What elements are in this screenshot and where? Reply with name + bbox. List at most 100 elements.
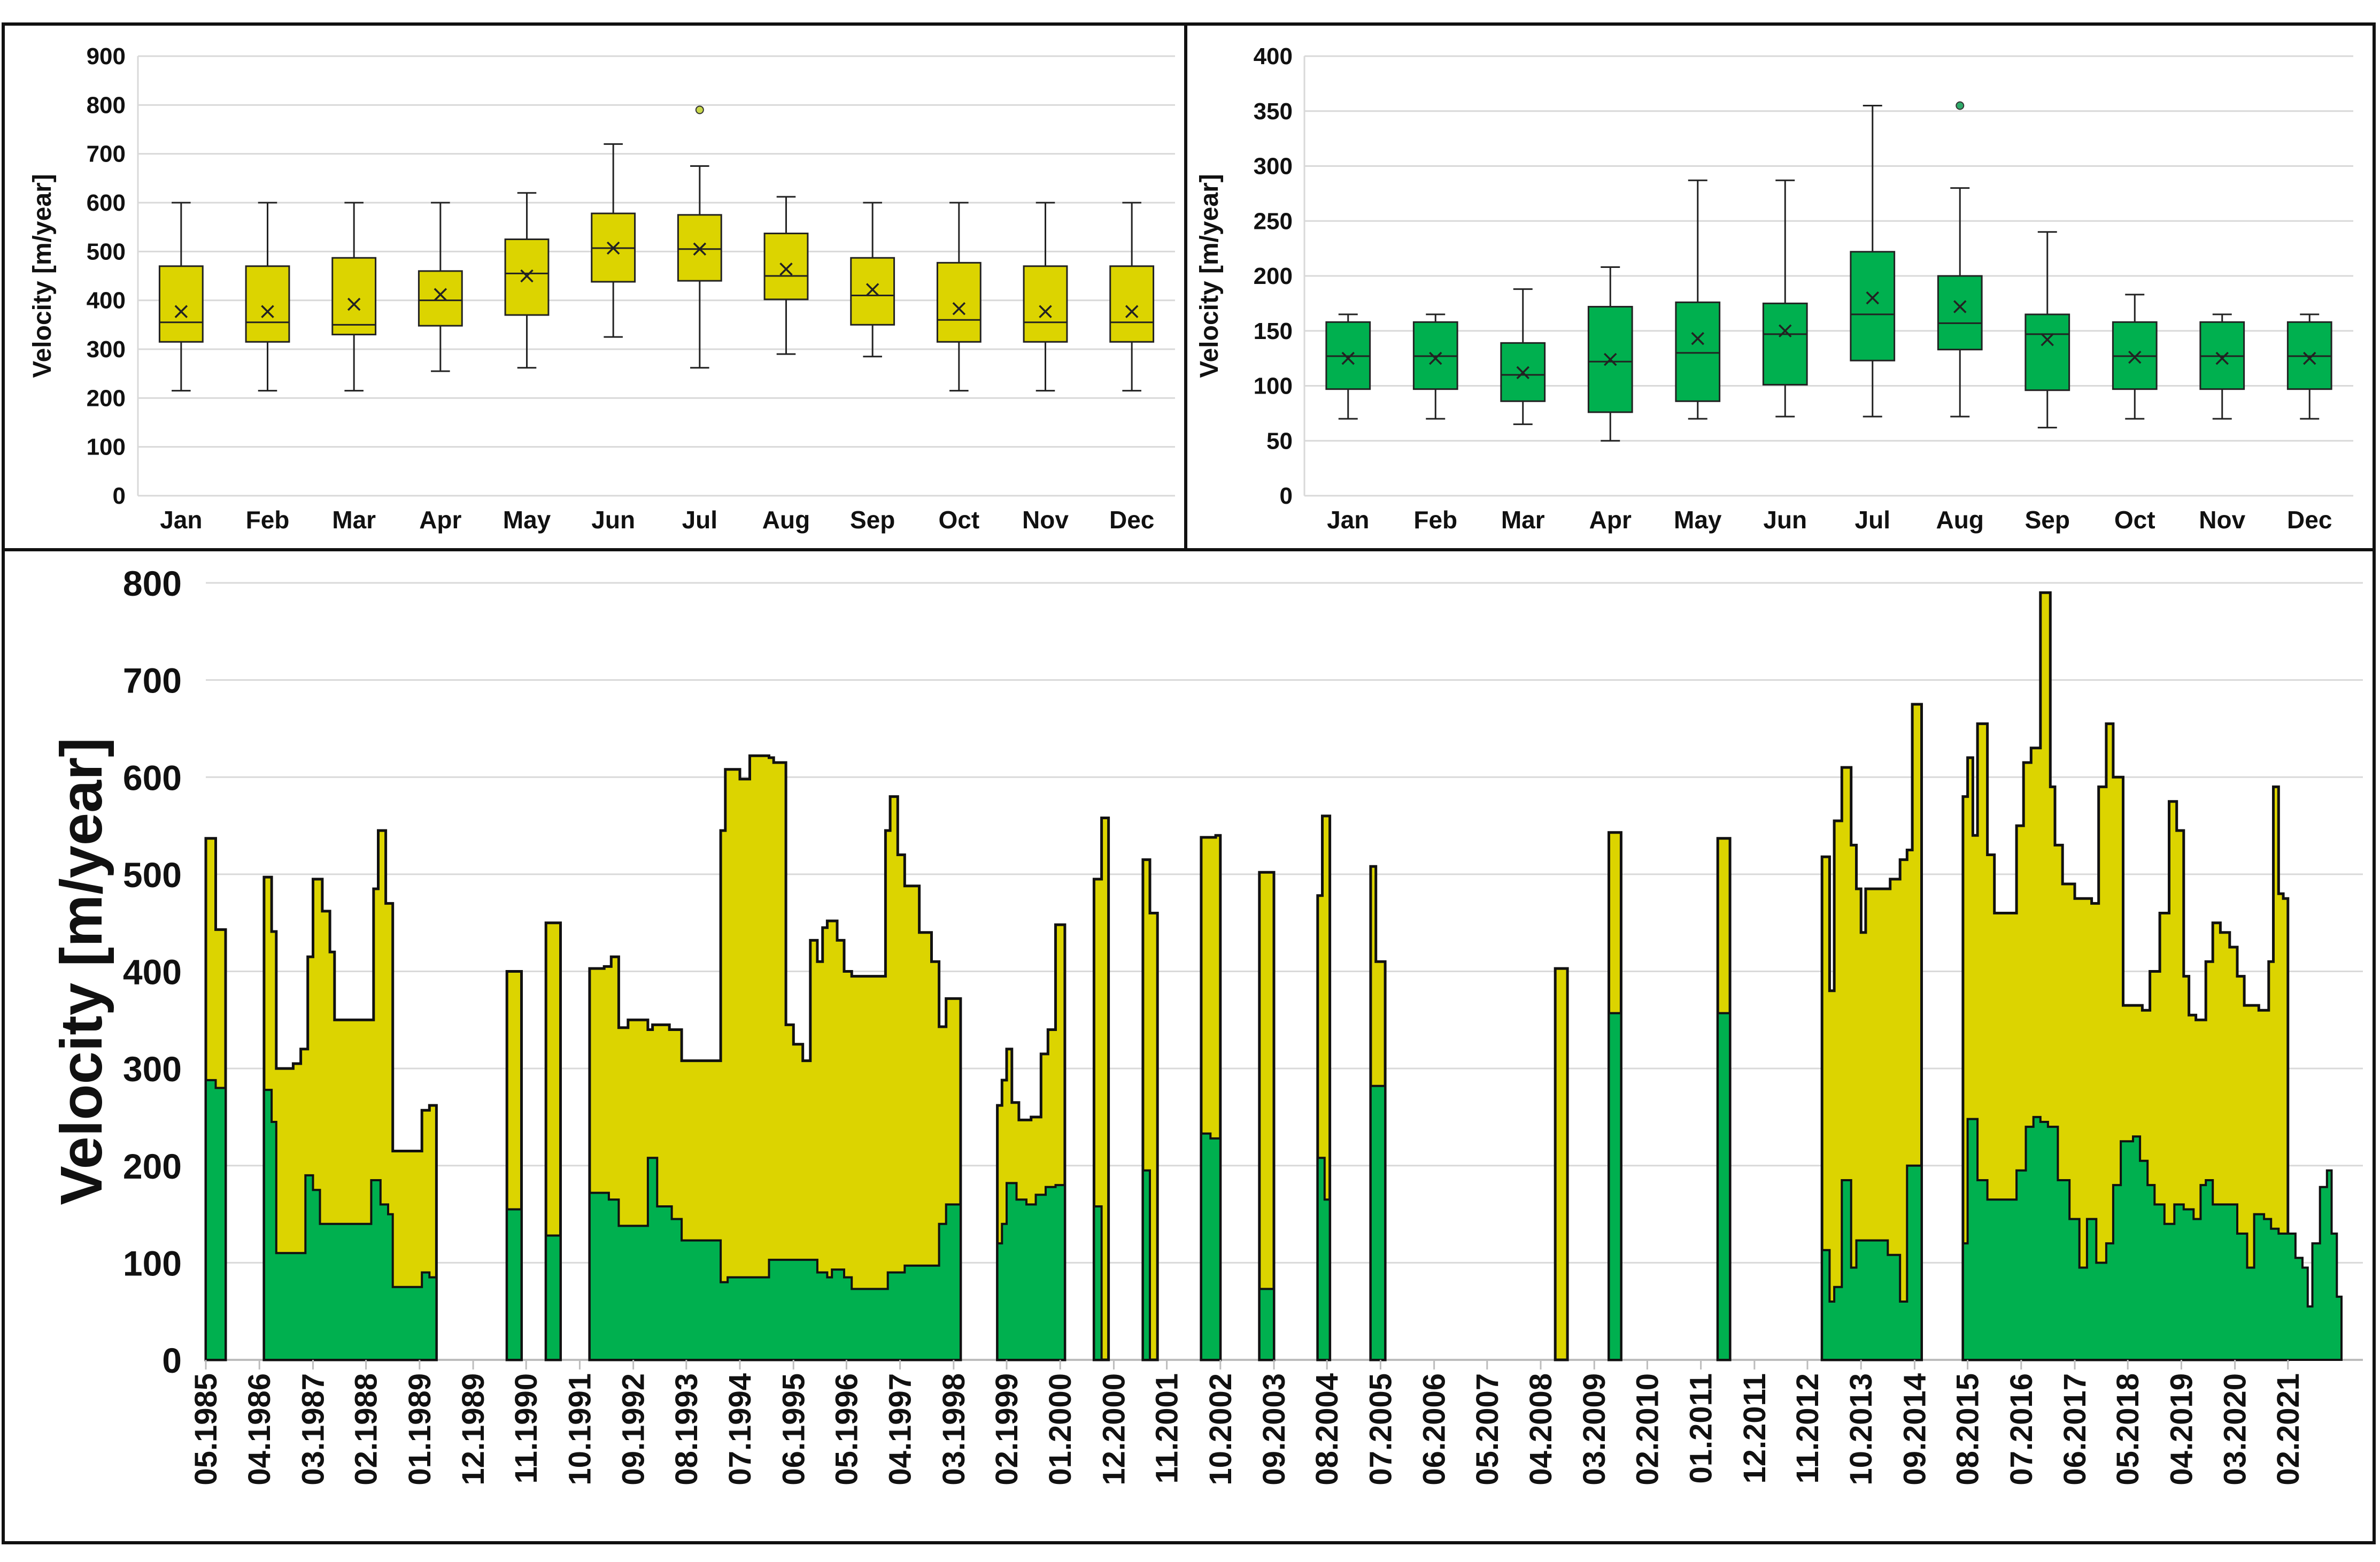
mean-marker <box>693 242 707 256</box>
x-tick-label: 09.1992 <box>616 1373 651 1486</box>
x-tick-label: Jun <box>591 506 635 534</box>
y-tick-label: 600 <box>87 190 126 216</box>
x-tick-label: 08.2015 <box>1951 1373 1985 1486</box>
mean-marker <box>520 269 534 283</box>
x-tick-label: Sep <box>2025 506 2070 534</box>
box-oct <box>936 202 982 392</box>
x-tick-label: 06.1995 <box>776 1373 811 1486</box>
x-tick-label: Feb <box>1413 506 1457 534</box>
x-tick-label: Apr <box>419 506 461 534</box>
x-tick-label: Apr <box>1589 506 1632 534</box>
box-apr <box>418 202 463 372</box>
x-tick-label: 04.1997 <box>883 1373 918 1486</box>
mean-marker <box>2128 350 2142 364</box>
y-tick-label: 700 <box>87 141 126 167</box>
x-tick-label: Aug <box>762 506 810 534</box>
mean-marker <box>347 297 361 311</box>
green-velocity-area <box>545 1234 562 1361</box>
x-tick-label: 02.2010 <box>1630 1373 1665 1486</box>
green-velocity-area <box>205 1079 227 1361</box>
green-velocity-area <box>1821 1164 1923 1361</box>
x-tick-label: 05.2018 <box>2111 1373 2145 1486</box>
x-tick-label: Oct <box>2114 506 2155 534</box>
x-tick-label: 02.1999 <box>990 1373 1024 1486</box>
box-feb <box>245 202 290 392</box>
box-mar <box>1500 288 1546 425</box>
mean-marker <box>1691 332 1704 345</box>
box-iqr <box>331 257 377 336</box>
monthly-boxplot-yellow: 0 100 200 300 400 500 600 700 800 900 Velocity [m/… <box>28 43 1175 534</box>
green-velocity-area <box>1200 1132 1222 1361</box>
mean-marker <box>2303 351 2316 365</box>
mean-marker <box>2041 333 2054 347</box>
yellow-velocity-area <box>588 754 962 1361</box>
box-jul <box>677 105 722 369</box>
box-jan <box>158 202 204 392</box>
x-tick-label: 07.2005 <box>1363 1373 1398 1486</box>
x-tick-label: 05.1985 <box>189 1373 223 1486</box>
green-velocity-area <box>1369 1084 1387 1361</box>
x-tick-label: Jul <box>682 506 717 534</box>
x-tick-label: 06.2017 <box>2058 1373 2092 1486</box>
x-tick-label: 01.2011 <box>1684 1373 1719 1483</box>
x-tick-label: 04.1986 <box>242 1373 277 1486</box>
box-iqr <box>1675 301 1721 402</box>
x-tick-label: 05.1996 <box>829 1373 864 1486</box>
x-tick-label: 04.2019 <box>2164 1373 2199 1486</box>
box-iqr <box>158 265 204 343</box>
box-jul <box>1850 104 1896 418</box>
box-sep <box>2024 231 2070 429</box>
box-iqr <box>245 265 290 343</box>
x-tick-label: May <box>503 506 551 534</box>
green-velocity-area <box>1608 1012 1622 1361</box>
mean-marker <box>1953 300 1967 313</box>
green-velocity-area <box>1093 1205 1103 1361</box>
box-iqr <box>2024 313 2070 391</box>
x-tick-label: 11.1990 <box>509 1373 544 1483</box>
box-dec <box>2286 313 2332 420</box>
y-tick-label: 200 <box>123 1147 182 1186</box>
x-tick-label: 09.2014 <box>1897 1373 1932 1486</box>
monthly-boxplot-green: 0 50 100 150 200 250 300 350 400 Velocity [m/year… <box>1195 43 2353 534</box>
mean-marker <box>1604 352 1617 366</box>
y-axis-label: Velocity [m/year] <box>49 737 114 1205</box>
box-dec <box>1109 202 1155 392</box>
green-velocity-area <box>262 1089 438 1361</box>
y-tick-label: 50 <box>1266 428 1293 454</box>
y-tick-label: 250 <box>1254 208 1293 234</box>
x-tick-label: 11.2012 <box>1790 1373 1825 1483</box>
box-aug <box>763 196 809 355</box>
yellow-velocity-area <box>1554 967 1569 1361</box>
box-jun <box>1762 179 1808 418</box>
x-tick-label: 02.1988 <box>349 1373 384 1486</box>
x-tick-label: 10.2002 <box>1203 1373 1238 1486</box>
figure-frame <box>2 22 2376 1544</box>
mean-marker <box>1429 351 1442 365</box>
x-tick-label: Aug <box>1936 506 1984 534</box>
mean-marker <box>1341 351 1355 365</box>
velocity-timeseries: 0 100 200 300 400 500 600 700 800 Velocity [m/yea… <box>49 564 2363 1486</box>
yellow-velocity-area <box>1258 871 1276 1361</box>
x-tick-label: 10.2013 <box>1844 1373 1879 1486</box>
x-tick-label: 03.1998 <box>937 1373 971 1486</box>
x-tick-label: 02.2021 <box>2271 1373 2306 1486</box>
y-tick-label: 700 <box>123 661 182 701</box>
y-tick-label: 100 <box>1254 373 1293 399</box>
x-tick-label: Feb <box>246 506 290 534</box>
y-tick-label: 100 <box>87 434 126 460</box>
mean-marker <box>434 288 447 301</box>
y-axis-label: Velocity [m/year] <box>28 174 57 378</box>
green-velocity-area <box>1316 1157 1331 1361</box>
y-tick-label: 0 <box>1280 483 1293 509</box>
box-nov <box>1023 202 1068 392</box>
y-tick-label: 350 <box>1254 98 1293 125</box>
x-tick-label: 01.1989 <box>403 1373 437 1486</box>
box-iqr <box>936 261 982 343</box>
mean-marker <box>606 241 620 255</box>
x-tick-label: 07.1994 <box>723 1373 758 1486</box>
x-tick-label: May <box>1674 506 1722 534</box>
x-tick-label: 06.2006 <box>1417 1373 1452 1486</box>
mean-marker <box>1779 324 1792 337</box>
x-tick-label: 11.2001 <box>1150 1373 1185 1483</box>
mean-marker <box>261 305 274 318</box>
